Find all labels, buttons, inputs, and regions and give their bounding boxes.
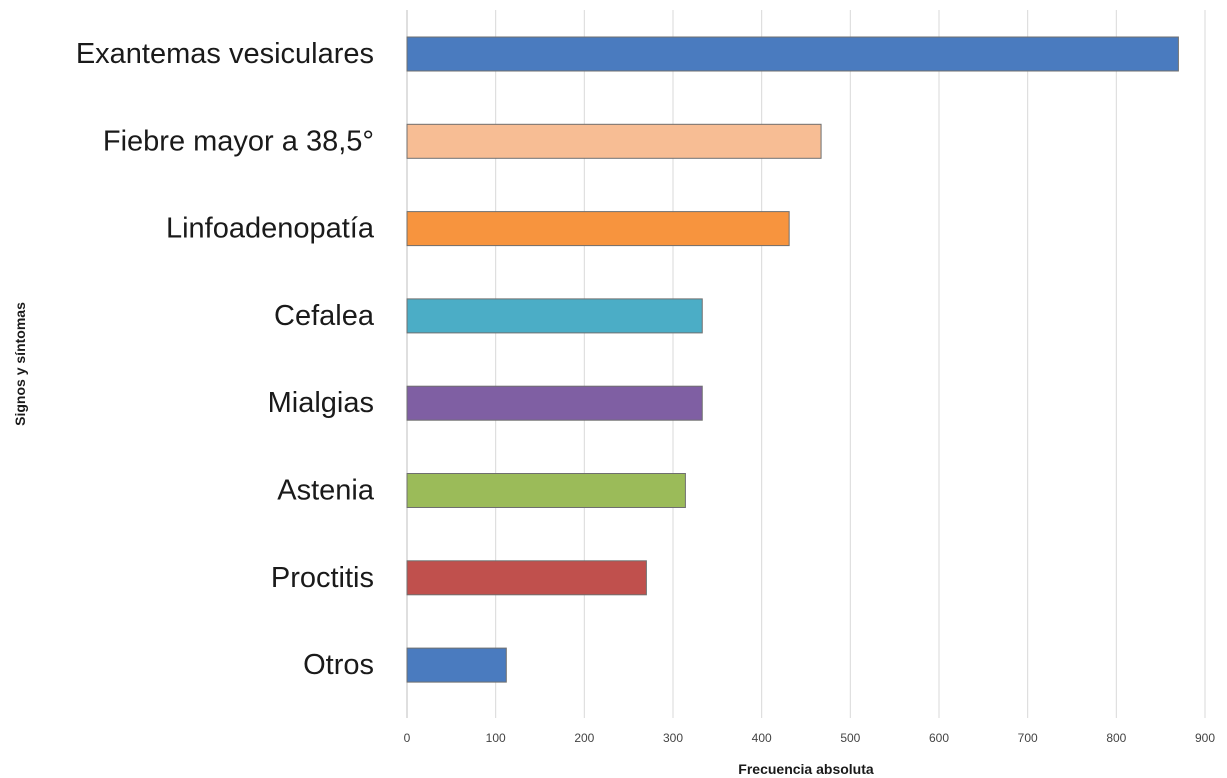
category-label: Proctitis: [271, 562, 374, 594]
x-tick-labels: 0 100 200 300 400 500 600 700 800 900: [404, 731, 1216, 745]
x-tick-label: 300: [663, 731, 683, 745]
category-label: Otros: [303, 649, 374, 681]
x-tick-label: 900: [1195, 731, 1215, 745]
x-tick-label: 600: [929, 731, 949, 745]
category-label: Exantemas vesiculares: [76, 38, 374, 70]
y-axis-title: Signos y síntomas: [12, 302, 28, 426]
x-tick-label: 100: [486, 731, 506, 745]
bar: [406, 560, 647, 596]
category-label: Astenia: [277, 475, 375, 507]
x-tick-label: 700: [1018, 731, 1038, 745]
category-label: Cefalea: [274, 300, 375, 332]
bar: [406, 385, 703, 421]
category-label: Linfoadenopatía: [166, 213, 375, 245]
category-label: Mialgias: [268, 387, 374, 419]
category-labels: Exantemas vesiculares Fiebre mayor a 38,5…: [76, 38, 375, 681]
x-tick-label: 0: [404, 731, 411, 745]
bars: [406, 36, 1179, 683]
x-axis-title: Frecuencia absoluta: [738, 761, 874, 777]
x-tick-label: 200: [574, 731, 594, 745]
bar: [406, 211, 790, 247]
bar: [406, 647, 507, 683]
x-tick-label: 500: [840, 731, 860, 745]
gridlines: [495, 10, 1206, 718]
bar: [406, 123, 822, 159]
bar: [406, 298, 703, 334]
bar: [406, 36, 1179, 72]
x-tick-label: 400: [752, 731, 772, 745]
category-label: Fiebre mayor a 38,5°: [103, 125, 374, 157]
bar: [406, 473, 686, 508]
x-tick-label: 800: [1106, 731, 1126, 745]
